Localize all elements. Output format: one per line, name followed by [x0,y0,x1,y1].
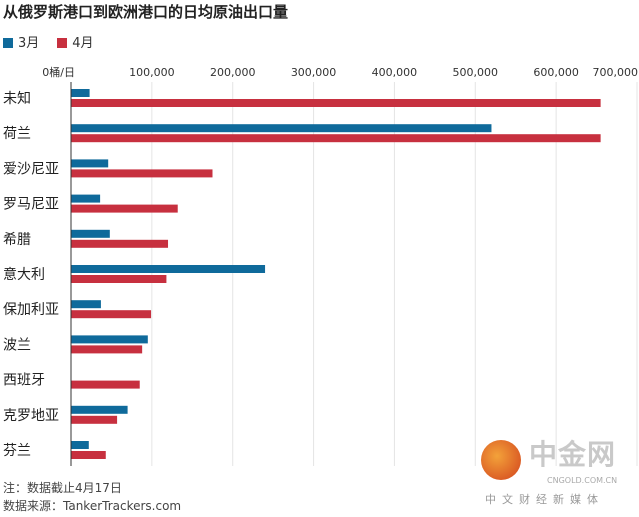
x-tick-label: 100,000 [129,66,175,79]
legend-item-april: 4月 [57,36,94,52]
bar-april [71,275,167,283]
bar-march [71,405,128,414]
bar-april [71,380,140,389]
legend-swatch [57,38,68,48]
legend-swatch [3,38,13,48]
category-label: 保加利亚 [3,302,59,318]
x-tick-label: 400,000 [372,66,418,79]
bar-march [71,124,492,133]
bar-march [71,89,90,97]
bar-plot: 0桶/日 100,000 200,000 300,000 400,000 500,000 6… [3,65,639,466]
bar-march [71,229,110,238]
logo-url: CNGOLD.COM.CN [547,476,618,485]
bar-march [71,300,101,309]
bar-march [71,265,266,273]
x-tick-label: 700,000 [593,66,639,79]
x-tick-label: 0桶/日 [42,65,75,79]
bar-march [71,159,109,168]
chart-title: 从俄罗斯港口到欧洲港口的日均原油出口量 [3,3,289,21]
x-tick-label: 500,000 [453,66,499,79]
x-tick-label: 200,000 [210,66,256,79]
bar-april [71,239,169,248]
logo-icon [481,440,521,480]
category-label: 克罗地亚 [3,408,59,424]
legend-label: 3月 [18,36,40,51]
bar-april [71,99,601,107]
bar-march [71,441,89,449]
bar-march [71,194,101,203]
x-tick-label: 300,000 [291,66,337,79]
bar-april [71,415,118,424]
bar-april [71,134,601,143]
bar-april [71,345,143,354]
legend-item-march: 3月 [3,36,39,52]
logo-name: 中金网 [529,438,617,471]
source-note: 数据来源：TankerTrackers.com [3,499,182,513]
category-label: 意大利 [3,266,45,283]
category-label: 爱沙尼亚 [3,161,59,177]
logo-slogan: 中文财经新媒体 [485,493,604,506]
bar-april [71,169,213,178]
bar-april [71,310,152,319]
bar-april [71,204,178,213]
category-label: 希腊 [3,232,31,248]
category-label: 未知 [3,90,31,107]
bar-april [71,451,106,459]
bar-march [71,335,148,344]
x-tick-label: 600,000 [533,66,579,79]
category-label: 罗马尼亚 [3,197,59,213]
category-label: 芬兰 [3,443,31,459]
category-label: 西班牙 [3,373,45,389]
legend-label: 4月 [72,36,94,51]
legend: 3月 4月 [3,36,94,52]
category-label: 荷兰 [3,126,31,142]
footnote: 注：数据截止4月17日 [3,481,122,495]
category-label: 波兰 [3,337,31,353]
watermark-logo: 中金网 CNGOLD.COM.CN 中文财经新媒体 [481,438,631,514]
